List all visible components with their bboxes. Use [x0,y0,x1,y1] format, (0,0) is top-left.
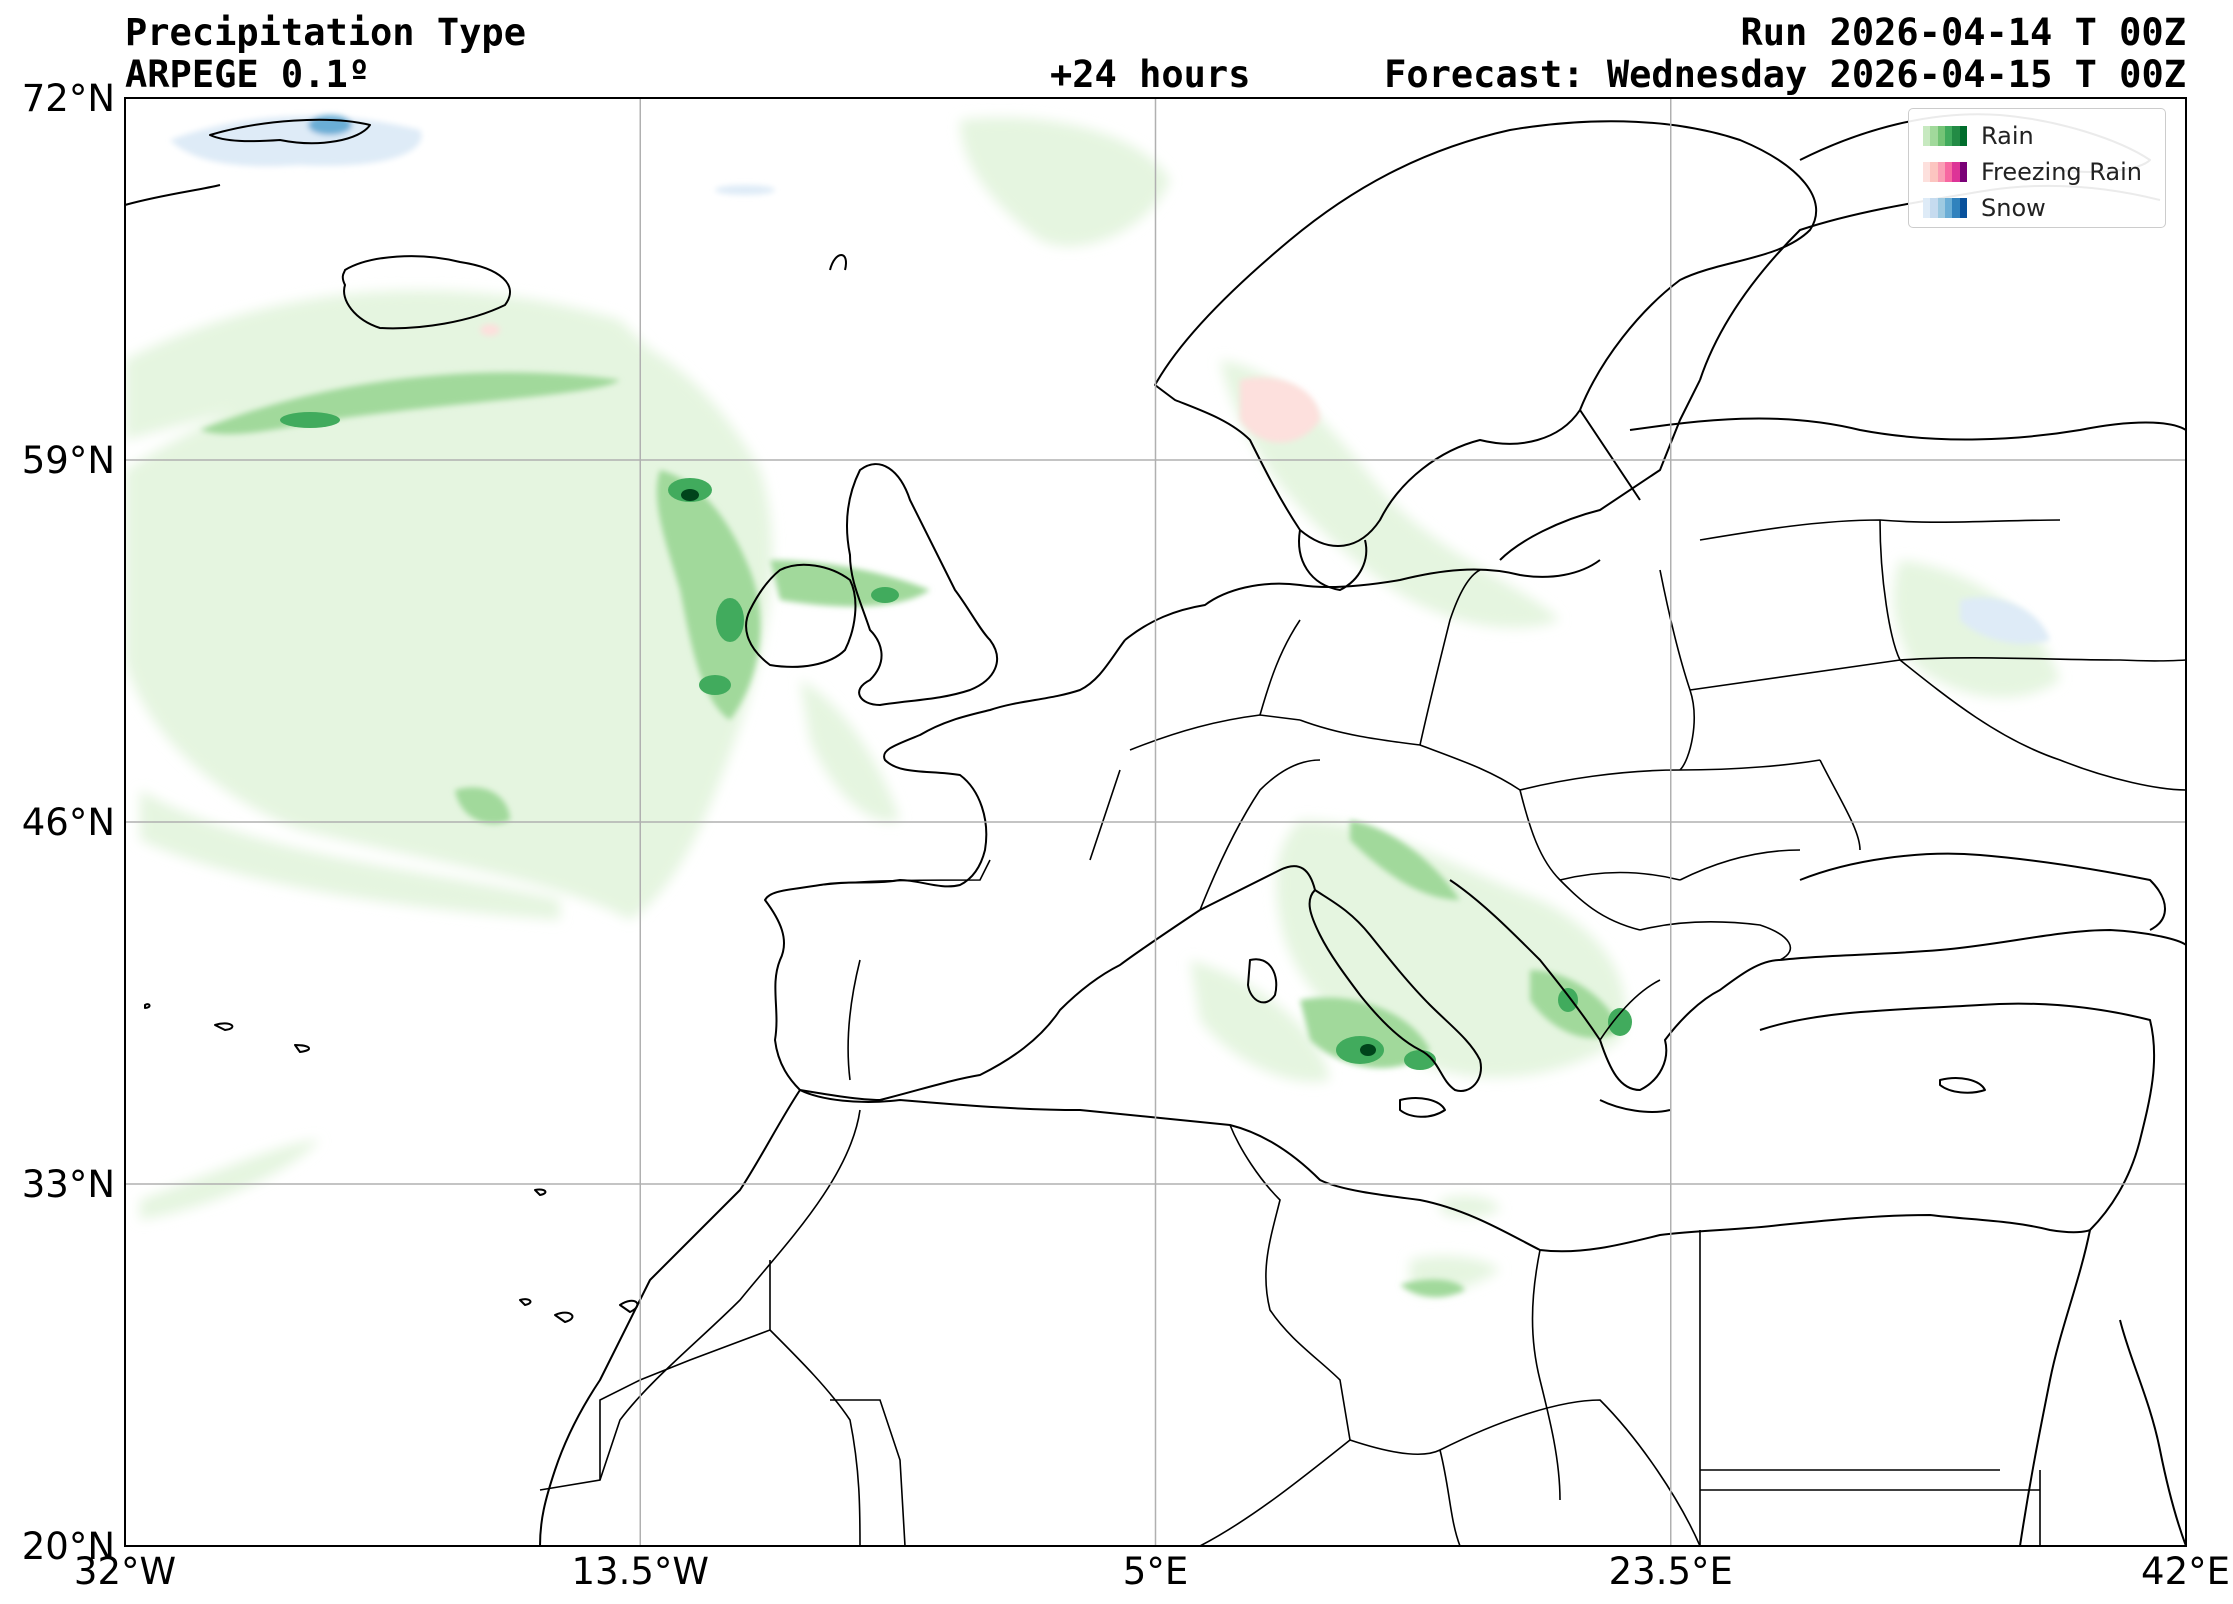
freezing-rain-field [480,324,1320,443]
lon-tick-label: 42°E [2141,1550,2230,1593]
lon-tick-label: 5°E [1123,1550,1188,1593]
legend-color-step [1930,162,1938,182]
legend-item-snow: Snow [1923,193,2046,223]
forecast-time: Forecast: Wednesday 2026-04-15 T 00Z [1384,53,2186,96]
legend-color-step [1959,198,1967,218]
legend-color-step [1952,162,1960,182]
snow-swatch [1923,198,1967,218]
legend-label-freezing-rain: Freezing Rain [1981,158,2143,186]
legend-color-step [1944,126,1953,146]
legend-item-rain: Rain [1923,121,2034,151]
legend-color-step [1959,126,1967,146]
rain-field-heavy [280,412,1632,1070]
rain-field-light [125,117,2060,1294]
lon-tick-label: 23.5°E [1609,1550,1733,1593]
legend-color-step [1952,198,1960,218]
legend-color-step [1937,126,1945,146]
rain-swatch [1923,126,1967,146]
legend-label-rain: Rain [1981,122,2034,150]
lat-tick-label: 59°N [22,439,115,482]
lon-tick-label: 13.5°W [572,1550,709,1593]
legend-color-step [1923,162,1931,182]
legend-item-freezing-rain: Freezing Rain [1923,157,2142,187]
gridlines [125,98,2186,1546]
legend: Rain Freezing Rain Snow [1908,108,2166,228]
legend-color-step [1923,198,1931,218]
lat-tick-label: 46°N [22,801,115,844]
legend-color-step [1937,162,1945,182]
latitude-labels: 72°N 59°N 46°N 33°N 20°N [22,77,115,1568]
rain-field-max [681,489,1376,1056]
model-name: ARPEGE 0.1º [125,53,371,96]
lat-tick-label: 20°N [22,1525,115,1568]
country-borders [539,519,2186,1546]
map-title: Precipitation Type [125,11,526,54]
lon-tick-label: 32°W [74,1550,176,1593]
freezing-rain-swatch [1923,162,1967,182]
legend-color-step [1952,126,1960,146]
lat-tick-label: 72°N [22,77,115,120]
legend-color-step [1930,198,1938,218]
longitude-labels: 32°W 13.5°W 5°E 23.5°E 42°E [74,1550,2230,1593]
legend-color-step [1923,126,1931,146]
legend-color-step [1937,198,1945,218]
legend-color-step [1944,162,1953,182]
lat-tick-label: 33°N [22,1163,115,1206]
legend-color-step [1959,162,1967,182]
legend-color-step [1944,198,1953,218]
legend-label-snow: Snow [1981,194,2046,222]
run-time: Run 2026-04-14 T 00Z [1740,11,2186,54]
lead-time: +24 hours [1050,53,1251,96]
map-frame [124,97,2187,1547]
legend-color-step [1930,126,1938,146]
